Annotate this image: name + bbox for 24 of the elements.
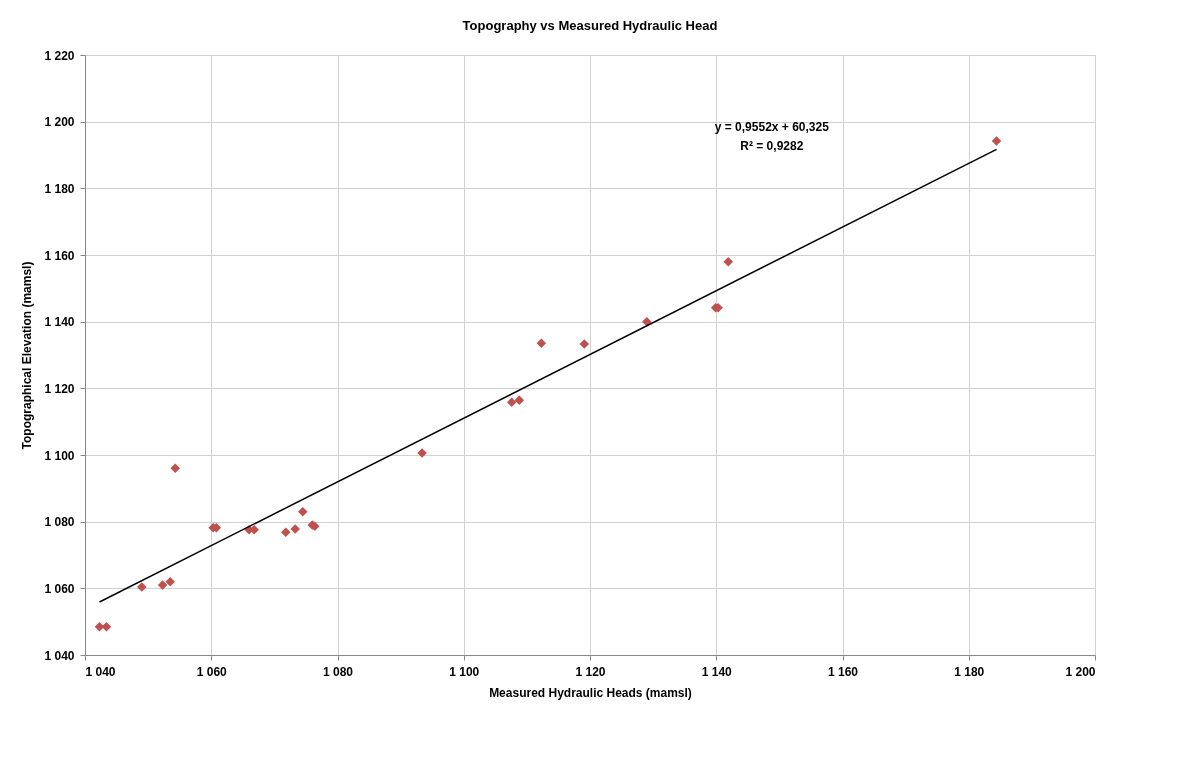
annotation: R² = 0,9282 <box>740 139 804 153</box>
y-tick-label: 1 160 <box>44 248 75 263</box>
annotation: y = 0,9552x + 60,325 <box>714 120 830 134</box>
y-tick-label: 1 220 <box>44 48 75 63</box>
x-tick-label: 1 200 <box>1065 664 1096 679</box>
x-tick-label: 1 180 <box>954 664 985 679</box>
x-tick-label: 1 040 <box>85 664 116 679</box>
y-tick-label: 1 120 <box>44 381 75 396</box>
y-tick-label: 1 180 <box>44 181 75 196</box>
y-tick-label: 1 100 <box>44 448 75 463</box>
y-tick-label: 1 200 <box>44 115 75 130</box>
x-tick-label: 1 100 <box>449 664 480 679</box>
x-tick-label: 1 060 <box>196 664 228 679</box>
x-tick-label: 1 160 <box>827 664 859 679</box>
x-axis-title: Measured Hydraulic Heads (mamsl) <box>489 685 692 700</box>
x-tick-label: 1 140 <box>701 664 733 679</box>
y-tick-label: 1 080 <box>44 515 75 530</box>
y-axis-title: Topographical Elevation (mamsl) <box>20 261 35 450</box>
y-tick-label: 1 140 <box>44 315 75 330</box>
x-tick-label: 1 080 <box>322 664 354 679</box>
chart-title: Topography vs Measured Hydraulic Head <box>462 18 718 33</box>
y-tick-label: 1 040 <box>44 648 75 663</box>
x-tick-label: 1 120 <box>575 664 606 679</box>
y-tick-label: 1 060 <box>44 581 75 596</box>
